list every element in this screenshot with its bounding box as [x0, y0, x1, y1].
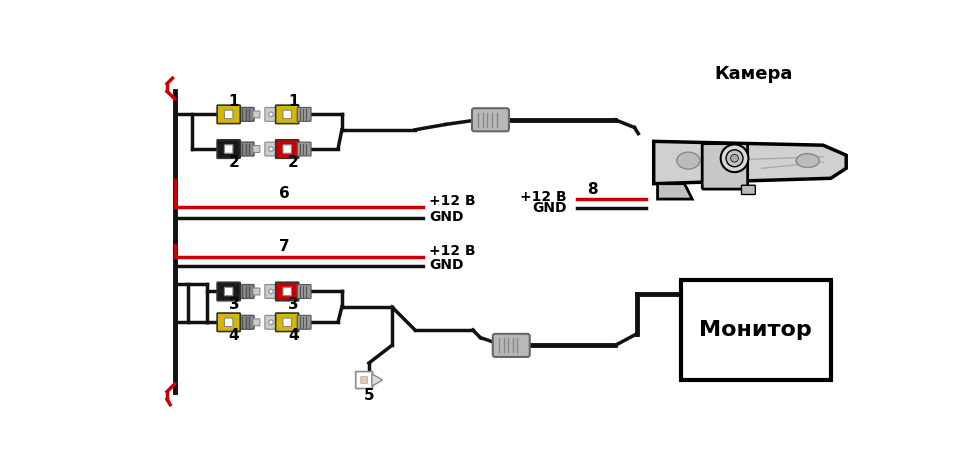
FancyBboxPatch shape — [265, 315, 277, 329]
FancyBboxPatch shape — [298, 108, 311, 121]
Circle shape — [731, 154, 738, 162]
FancyBboxPatch shape — [492, 334, 530, 357]
FancyBboxPatch shape — [252, 111, 260, 118]
Circle shape — [269, 147, 274, 152]
FancyBboxPatch shape — [252, 145, 260, 152]
Text: Камера: Камера — [714, 65, 793, 83]
FancyBboxPatch shape — [265, 142, 277, 156]
Text: +12 В: +12 В — [429, 194, 475, 209]
FancyBboxPatch shape — [741, 185, 756, 194]
Circle shape — [269, 289, 274, 294]
Text: 4: 4 — [228, 328, 239, 343]
FancyBboxPatch shape — [276, 140, 299, 158]
Text: 1: 1 — [228, 94, 239, 109]
Polygon shape — [658, 184, 692, 199]
Text: Монитор: Монитор — [699, 320, 812, 340]
FancyBboxPatch shape — [252, 319, 260, 326]
FancyBboxPatch shape — [298, 315, 311, 329]
Text: GND: GND — [429, 258, 464, 271]
Text: 3: 3 — [288, 297, 299, 312]
Text: 2: 2 — [228, 155, 239, 169]
Text: 4: 4 — [288, 328, 299, 343]
FancyBboxPatch shape — [225, 145, 233, 153]
FancyBboxPatch shape — [265, 108, 277, 121]
FancyBboxPatch shape — [217, 282, 240, 301]
FancyBboxPatch shape — [225, 110, 233, 118]
FancyBboxPatch shape — [356, 371, 372, 388]
Text: +12 В: +12 В — [520, 190, 566, 204]
Text: GND: GND — [532, 202, 566, 215]
Text: 3: 3 — [228, 297, 239, 312]
FancyBboxPatch shape — [265, 285, 277, 298]
FancyBboxPatch shape — [298, 142, 311, 156]
Text: +12 В: +12 В — [429, 244, 475, 259]
FancyBboxPatch shape — [298, 285, 311, 298]
FancyBboxPatch shape — [276, 282, 299, 301]
Circle shape — [269, 320, 274, 325]
Text: 6: 6 — [278, 186, 290, 201]
FancyBboxPatch shape — [239, 285, 254, 298]
Circle shape — [726, 150, 743, 167]
Text: GND: GND — [429, 210, 464, 224]
Ellipse shape — [796, 154, 819, 168]
Text: 2: 2 — [288, 155, 299, 169]
FancyBboxPatch shape — [252, 288, 260, 295]
FancyBboxPatch shape — [239, 315, 254, 329]
Circle shape — [269, 112, 274, 117]
Polygon shape — [654, 141, 846, 184]
FancyBboxPatch shape — [283, 145, 292, 153]
FancyBboxPatch shape — [472, 108, 509, 131]
Text: 8: 8 — [587, 182, 597, 197]
FancyBboxPatch shape — [276, 313, 299, 331]
FancyBboxPatch shape — [225, 318, 233, 327]
FancyBboxPatch shape — [276, 105, 299, 124]
FancyBboxPatch shape — [283, 287, 292, 296]
FancyBboxPatch shape — [225, 287, 233, 296]
FancyBboxPatch shape — [283, 318, 292, 327]
FancyBboxPatch shape — [217, 140, 240, 158]
FancyBboxPatch shape — [217, 313, 240, 331]
Text: 7: 7 — [278, 239, 289, 254]
Text: 1: 1 — [288, 94, 299, 109]
FancyBboxPatch shape — [283, 110, 292, 118]
FancyBboxPatch shape — [681, 280, 830, 380]
Polygon shape — [372, 374, 383, 386]
FancyBboxPatch shape — [217, 105, 240, 124]
FancyBboxPatch shape — [361, 377, 368, 384]
FancyBboxPatch shape — [239, 142, 254, 156]
FancyBboxPatch shape — [702, 143, 748, 189]
FancyBboxPatch shape — [239, 108, 254, 121]
Ellipse shape — [677, 152, 700, 169]
Text: 5: 5 — [364, 388, 374, 403]
Circle shape — [721, 144, 749, 172]
